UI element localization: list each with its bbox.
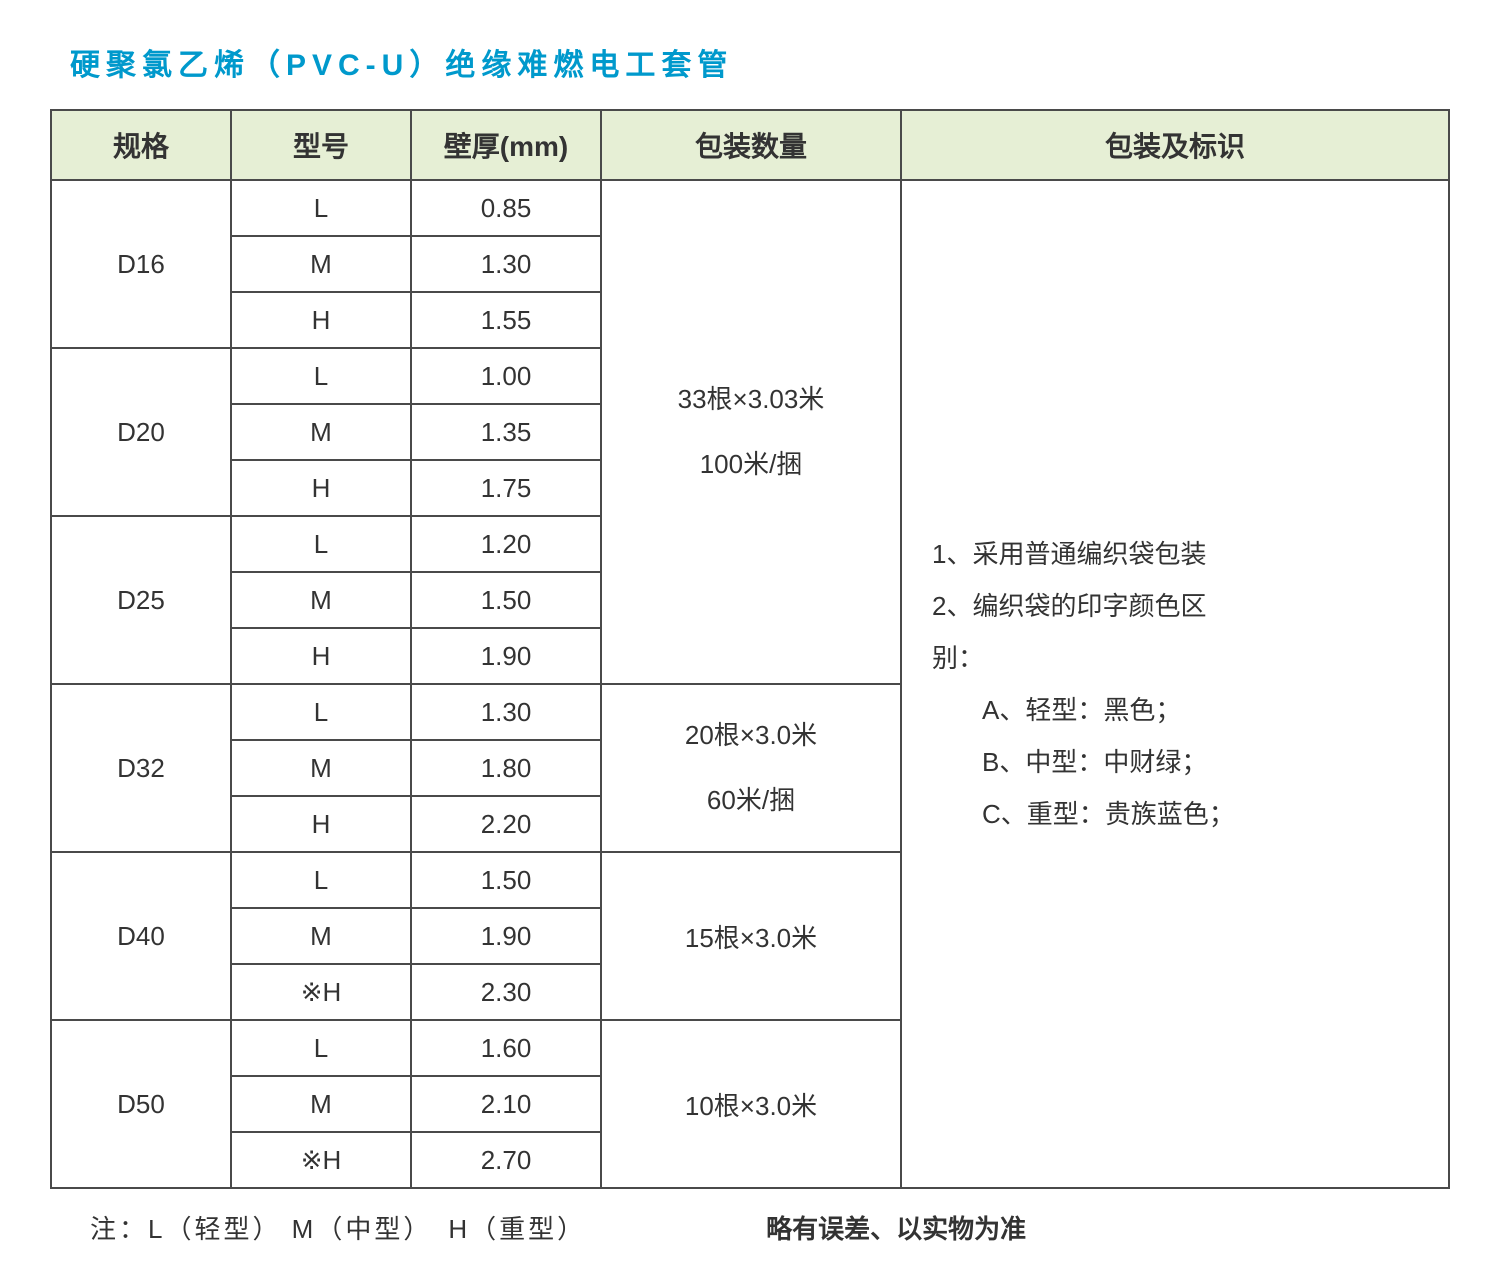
notes-line: 别： (932, 632, 1418, 684)
model-cell: L (231, 348, 411, 404)
pack-cell: 15根×3.0米 (601, 852, 901, 1020)
spec-cell: D40 (51, 852, 231, 1020)
model-cell: M (231, 1076, 411, 1132)
model-cell: H (231, 628, 411, 684)
model-cell: L (231, 684, 411, 740)
thickness-cell: 1.50 (411, 852, 601, 908)
model-cell: L (231, 180, 411, 236)
model-cell: ※H (231, 964, 411, 1020)
thickness-cell: 2.30 (411, 964, 601, 1020)
pack-line: 60米/捆 (607, 768, 895, 833)
model-cell: H (231, 292, 411, 348)
model-cell: M (231, 236, 411, 292)
spec-table: 规格 型号 壁厚(mm) 包装数量 包装及标识 D16 L 0.85 33根×3… (50, 109, 1450, 1189)
model-cell: H (231, 796, 411, 852)
thickness-cell: 1.20 (411, 516, 601, 572)
notes-line: A、轻型：黑色； (932, 684, 1418, 736)
thickness-cell: 1.30 (411, 684, 601, 740)
thickness-cell: 1.60 (411, 1020, 601, 1076)
model-cell: M (231, 740, 411, 796)
model-cell: H (231, 460, 411, 516)
notes-line: 2、编织袋的印字颜色区 (932, 580, 1418, 632)
header-pack-qty: 包装数量 (601, 110, 901, 180)
footer-disclaimer: 略有误差、以实物为准 (766, 1209, 1026, 1246)
thickness-cell: 1.35 (411, 404, 601, 460)
thickness-cell: 1.30 (411, 236, 601, 292)
model-cell: L (231, 516, 411, 572)
header-spec: 规格 (51, 110, 231, 180)
thickness-cell: 1.50 (411, 572, 601, 628)
notes-line: B、中型：中财绿； (932, 736, 1418, 788)
spec-cell: D32 (51, 684, 231, 852)
header-pack-mark: 包装及标识 (901, 110, 1449, 180)
model-cell: M (231, 404, 411, 460)
header-model: 型号 (231, 110, 411, 180)
model-cell: ※H (231, 1132, 411, 1188)
pack-cell: 33根×3.03米 100米/捆 (601, 180, 901, 684)
spec-cell: D20 (51, 348, 231, 516)
notes-line: 1、采用普通编织袋包装 (932, 528, 1418, 580)
model-cell: M (231, 572, 411, 628)
footer: 注：L（轻型） M（中型） H（重型） 略有误差、以实物为准 (50, 1209, 1450, 1246)
table-row: D16 L 0.85 33根×3.03米 100米/捆 1、采用普通编织袋包装 … (51, 180, 1449, 236)
thickness-cell: 0.85 (411, 180, 601, 236)
spec-cell: D50 (51, 1020, 231, 1188)
thickness-cell: 2.20 (411, 796, 601, 852)
model-cell: L (231, 852, 411, 908)
notes-line: C、重型：贵族蓝色； (932, 788, 1418, 840)
pack-line: 33根×3.03米 (607, 367, 895, 432)
spec-cell: D25 (51, 516, 231, 684)
thickness-cell: 2.10 (411, 1076, 601, 1132)
footer-legend: 注：L（轻型） M（中型） H（重型） (90, 1209, 586, 1246)
model-cell: M (231, 908, 411, 964)
thickness-cell: 1.80 (411, 740, 601, 796)
table-header-row: 规格 型号 壁厚(mm) 包装数量 包装及标识 (51, 110, 1449, 180)
thickness-cell: 1.55 (411, 292, 601, 348)
model-cell: L (231, 1020, 411, 1076)
thickness-cell: 1.90 (411, 628, 601, 684)
spec-cell: D16 (51, 180, 231, 348)
page-title: 硬聚氯乙烯（PVC-U）绝缘难燃电工套管 (70, 40, 1450, 84)
pack-line: 100米/捆 (607, 432, 895, 497)
pack-line: 20根×3.0米 (607, 703, 895, 768)
pack-cell: 20根×3.0米 60米/捆 (601, 684, 901, 852)
thickness-cell: 1.90 (411, 908, 601, 964)
thickness-cell: 1.00 (411, 348, 601, 404)
pack-cell: 10根×3.0米 (601, 1020, 901, 1188)
thickness-cell: 2.70 (411, 1132, 601, 1188)
notes-cell: 1、采用普通编织袋包装 2、编织袋的印字颜色区 别： A、轻型：黑色； B、中型… (901, 180, 1449, 1188)
header-thickness: 壁厚(mm) (411, 110, 601, 180)
thickness-cell: 1.75 (411, 460, 601, 516)
